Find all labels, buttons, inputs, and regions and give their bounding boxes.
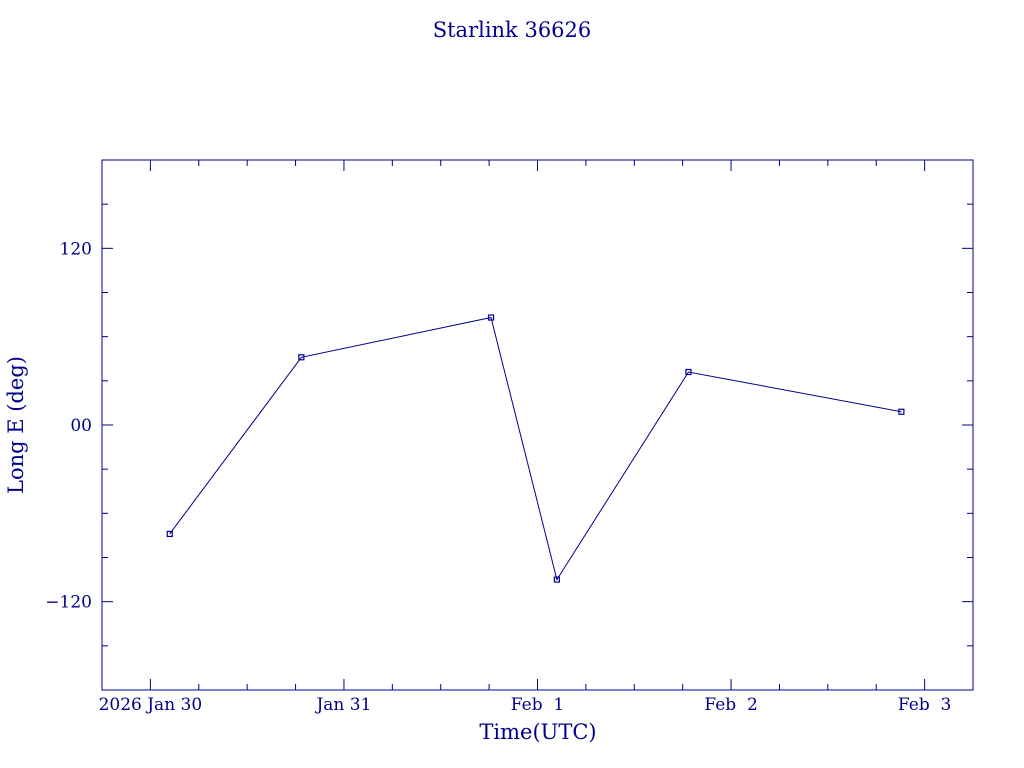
data-point-marker xyxy=(166,530,173,538)
data-point-marker xyxy=(553,576,560,583)
y-tick-label: −120 xyxy=(45,593,92,613)
y-tick-labels: 120 00 −120 xyxy=(45,239,92,612)
data-point-marker xyxy=(298,354,305,361)
y-axis-label: Long E (deg) xyxy=(4,356,28,494)
data-point-marker xyxy=(685,368,692,376)
x-tick-label: Feb 3 xyxy=(898,695,951,715)
data-series xyxy=(166,314,905,583)
axis-ticks xyxy=(101,159,974,691)
x-axis-label: Time(UTC) xyxy=(479,720,596,744)
x-tick-labels: 2026 Jan 30 Jan 31 Feb 1 Feb 2 Feb 3 xyxy=(99,695,952,715)
plot-frame xyxy=(101,159,974,691)
y-tick-label: 120 xyxy=(60,239,92,259)
x-tick-label: Feb 1 xyxy=(511,695,564,715)
y-tick-label: 00 xyxy=(70,416,92,436)
x-tick-label: Jan 31 xyxy=(314,695,371,715)
data-point-marker xyxy=(898,408,905,415)
x-tick-label: 2026 Jan 30 xyxy=(99,695,203,715)
data-point-marker xyxy=(487,314,495,321)
series-line xyxy=(169,316,902,581)
chart-title: Starlink 36626 xyxy=(433,18,592,42)
x-tick-label: Feb 2 xyxy=(704,695,757,715)
